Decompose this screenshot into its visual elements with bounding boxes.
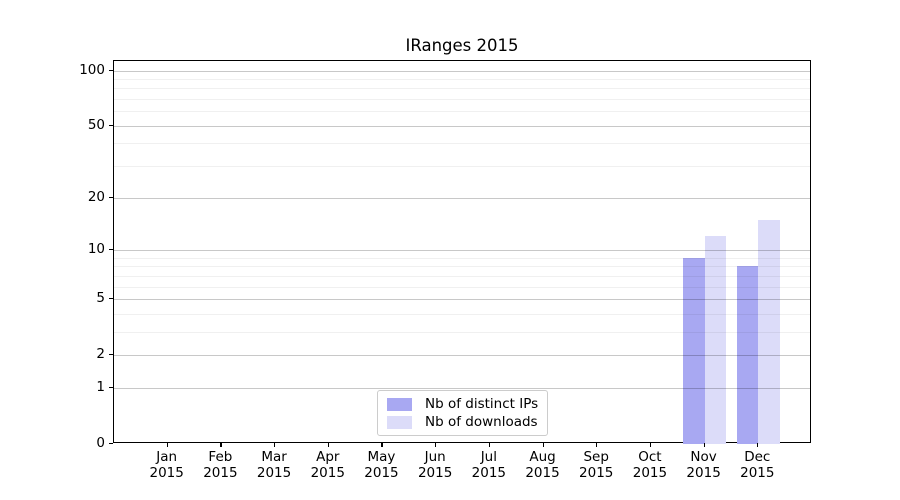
chart-title: IRanges 2015 xyxy=(405,36,519,55)
plot-area xyxy=(113,60,811,444)
legend: Nb of distinct IPs Nb of downloads xyxy=(377,390,548,436)
bar-downloads xyxy=(758,219,780,444)
y-tick-mark xyxy=(109,248,113,251)
x-tick-mark xyxy=(542,443,544,447)
x-tick-mark xyxy=(703,443,705,447)
y-tick-mark xyxy=(109,354,113,356)
gridline-major xyxy=(114,355,810,357)
x-tick-label: May 2015 xyxy=(341,449,421,481)
x-tick-mark xyxy=(757,443,759,447)
y-tick-mark xyxy=(109,196,113,198)
x-tick-mark xyxy=(596,443,598,447)
x-tick-label: Sep 2015 xyxy=(556,449,636,481)
y-tick-label: 100 xyxy=(79,61,105,78)
x-tick-month: Sep xyxy=(583,449,609,465)
grid-layer xyxy=(114,61,810,442)
x-tick-mark xyxy=(220,443,222,447)
x-tick-year: 2015 xyxy=(364,464,399,481)
x-tick-label: Jul 2015 xyxy=(449,449,529,481)
gridline-minor xyxy=(114,331,810,333)
gridline-major xyxy=(114,249,810,251)
gridline-minor xyxy=(114,266,810,268)
x-tick-label: Jan 2015 xyxy=(127,449,207,481)
gridline-minor xyxy=(114,111,810,113)
x-tick-year: 2015 xyxy=(579,464,614,481)
x-tick-month: Jun xyxy=(424,449,446,465)
x-tick-month: Aug xyxy=(529,449,556,465)
legend-item-distinct-ips: Nb of distinct IPs xyxy=(387,396,538,412)
legend-swatch-downloads xyxy=(387,415,412,429)
y-tick-label: 50 xyxy=(87,116,105,133)
bar-downloads xyxy=(704,236,727,444)
x-tick-mark xyxy=(435,443,437,447)
gridline-minor xyxy=(114,88,810,90)
y-tick-mark xyxy=(109,443,113,445)
x-tick-label: Apr 2015 xyxy=(288,449,368,481)
x-tick-month: May xyxy=(367,449,396,465)
x-tick-mark xyxy=(381,443,383,447)
y-tick-mark xyxy=(109,124,113,126)
gridline-minor xyxy=(114,143,810,145)
y-tick-mark xyxy=(109,386,113,389)
y-tick-label: 1 xyxy=(96,378,105,395)
legend-item-downloads: Nb of downloads xyxy=(387,414,538,430)
x-tick-year: 2015 xyxy=(686,464,721,481)
x-tick-year: 2015 xyxy=(525,464,560,481)
x-tick-month: Apr xyxy=(316,449,340,465)
x-tick-month: Oct xyxy=(638,449,662,465)
x-tick-label: Oct 2015 xyxy=(610,449,690,481)
gridline-minor xyxy=(114,275,810,277)
x-tick-year: 2015 xyxy=(149,464,184,481)
gridline-minor xyxy=(114,78,810,80)
x-tick-year: 2015 xyxy=(417,464,453,481)
x-tick-mark xyxy=(274,443,276,447)
bar-distinct-ips xyxy=(683,257,705,444)
x-tick-year: 2015 xyxy=(740,464,775,481)
y-tick-mark xyxy=(109,69,113,71)
x-tick-mark xyxy=(327,443,329,447)
gridline-minor xyxy=(114,166,810,168)
x-tick-month: Jan xyxy=(156,449,178,465)
x-tick-month: Mar xyxy=(261,449,287,465)
gridline-major xyxy=(114,298,810,300)
x-tick-label: Feb 2015 xyxy=(180,449,260,481)
x-tick-month: Jul xyxy=(480,449,497,465)
x-tick-label: Jun 2015 xyxy=(395,449,475,481)
gridline-minor xyxy=(114,286,810,288)
x-tick-mark xyxy=(488,443,491,447)
legend-swatch-distinct-ips xyxy=(387,397,412,411)
y-tick-label: 20 xyxy=(87,188,105,205)
y-tick-label: 5 xyxy=(96,289,105,306)
x-tick-year: 2015 xyxy=(203,464,238,481)
legend-label-downloads: Nb of downloads xyxy=(425,414,538,430)
y-tick-mark xyxy=(109,297,113,300)
x-tick-label: Nov 2015 xyxy=(664,449,744,481)
x-tick-year: 2015 xyxy=(632,464,668,481)
y-tick-label: 0 xyxy=(96,435,105,451)
x-tick-year: 2015 xyxy=(310,464,345,481)
gridline-major xyxy=(114,125,810,127)
x-tick-mark xyxy=(649,443,652,447)
x-tick-label: Aug 2015 xyxy=(503,449,583,481)
x-tick-year: 2015 xyxy=(256,464,292,481)
gridline-minor xyxy=(114,313,810,315)
x-tick-label: Mar 2015 xyxy=(234,449,314,481)
gridline-minor xyxy=(114,99,810,101)
x-tick-label: Dec 2015 xyxy=(717,449,797,481)
y-tick-label: 10 xyxy=(87,240,105,257)
gridline-minor xyxy=(114,257,810,259)
bars-layer xyxy=(114,61,810,444)
legend-label-distinct-ips: Nb of distinct IPs xyxy=(425,396,539,412)
gridline-major xyxy=(114,197,810,199)
x-tick-year: 2015 xyxy=(471,464,507,481)
x-tick-month: Feb xyxy=(208,449,233,465)
x-tick-mark xyxy=(166,443,168,447)
gridline-major xyxy=(114,387,810,389)
y-tick-label: 2 xyxy=(96,346,105,363)
gridline-major xyxy=(114,70,810,72)
x-tick-month: Dec xyxy=(744,449,771,465)
bar-distinct-ips xyxy=(736,266,759,444)
x-tick-month: Nov xyxy=(690,449,717,465)
